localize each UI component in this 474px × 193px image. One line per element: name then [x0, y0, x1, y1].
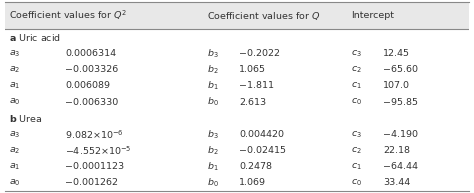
- Text: 22.18: 22.18: [383, 146, 410, 155]
- Text: 12.45: 12.45: [383, 49, 410, 58]
- Text: −0.02415: −0.02415: [239, 146, 286, 155]
- Text: −0.006330: −0.006330: [65, 98, 118, 107]
- Text: $a_0$: $a_0$: [9, 97, 21, 107]
- Text: $a_3$: $a_3$: [9, 129, 21, 140]
- Text: $a_3$: $a_3$: [9, 48, 21, 59]
- Text: 0.006089: 0.006089: [65, 81, 110, 91]
- Text: $b_2$: $b_2$: [207, 63, 219, 76]
- Text: $c_1$: $c_1$: [351, 81, 362, 91]
- Text: $b_0$: $b_0$: [207, 177, 219, 189]
- Text: $a_2$: $a_2$: [9, 145, 21, 156]
- Text: $c_0$: $c_0$: [351, 178, 362, 188]
- Text: $c_1$: $c_1$: [351, 162, 362, 172]
- Text: 1.065: 1.065: [239, 65, 266, 74]
- Text: $b_1$: $b_1$: [207, 80, 219, 92]
- Text: $b_1$: $b_1$: [207, 161, 219, 173]
- Text: $a_1$: $a_1$: [9, 81, 21, 91]
- Text: −0.0001123: −0.0001123: [65, 162, 124, 171]
- Text: $b_2$: $b_2$: [207, 144, 219, 157]
- Text: −0.003326: −0.003326: [65, 65, 118, 74]
- Text: −0.001262: −0.001262: [65, 179, 118, 187]
- Text: $b_0$: $b_0$: [207, 96, 219, 108]
- Bar: [5, 2, 469, 29]
- Text: Coefficient values for $Q^2$: Coefficient values for $Q^2$: [9, 9, 127, 22]
- Text: 1.069: 1.069: [239, 179, 266, 187]
- Text: $c_2$: $c_2$: [351, 64, 362, 75]
- Text: 33.44: 33.44: [383, 179, 410, 187]
- Text: $c_3$: $c_3$: [351, 48, 362, 59]
- Text: $a_1$: $a_1$: [9, 162, 21, 172]
- Text: −65.60: −65.60: [383, 65, 419, 74]
- Text: $a_2$: $a_2$: [9, 64, 21, 75]
- Text: 107.0: 107.0: [383, 81, 410, 91]
- Text: $c_2$: $c_2$: [351, 145, 362, 156]
- Text: $\mathbf{a}$ Uric acid: $\mathbf{a}$ Uric acid: [9, 32, 62, 43]
- Text: $-4.552{\times}10^{-5}$: $-4.552{\times}10^{-5}$: [65, 144, 132, 157]
- Text: −95.85: −95.85: [383, 98, 419, 107]
- Text: $9.082{\times}10^{-6}$: $9.082{\times}10^{-6}$: [65, 128, 124, 141]
- Text: $c_3$: $c_3$: [351, 129, 362, 140]
- Text: Intercept: Intercept: [351, 11, 394, 20]
- Text: −4.190: −4.190: [383, 130, 419, 139]
- Text: Coefficient values for $Q$: Coefficient values for $Q$: [207, 10, 320, 22]
- Text: −1.811: −1.811: [239, 81, 274, 91]
- Text: −64.44: −64.44: [383, 162, 419, 171]
- Text: $b_3$: $b_3$: [207, 128, 219, 141]
- Text: 0.2478: 0.2478: [239, 162, 273, 171]
- Text: $a_0$: $a_0$: [9, 178, 21, 188]
- Text: $b_3$: $b_3$: [207, 47, 219, 60]
- Text: $\mathbf{b}$ Urea: $\mathbf{b}$ Urea: [9, 113, 43, 124]
- Text: −0.2022: −0.2022: [239, 49, 280, 58]
- Text: 0.004420: 0.004420: [239, 130, 284, 139]
- Text: 0.0006314: 0.0006314: [65, 49, 116, 58]
- Text: $c_0$: $c_0$: [351, 97, 362, 107]
- Text: 2.613: 2.613: [239, 98, 266, 107]
